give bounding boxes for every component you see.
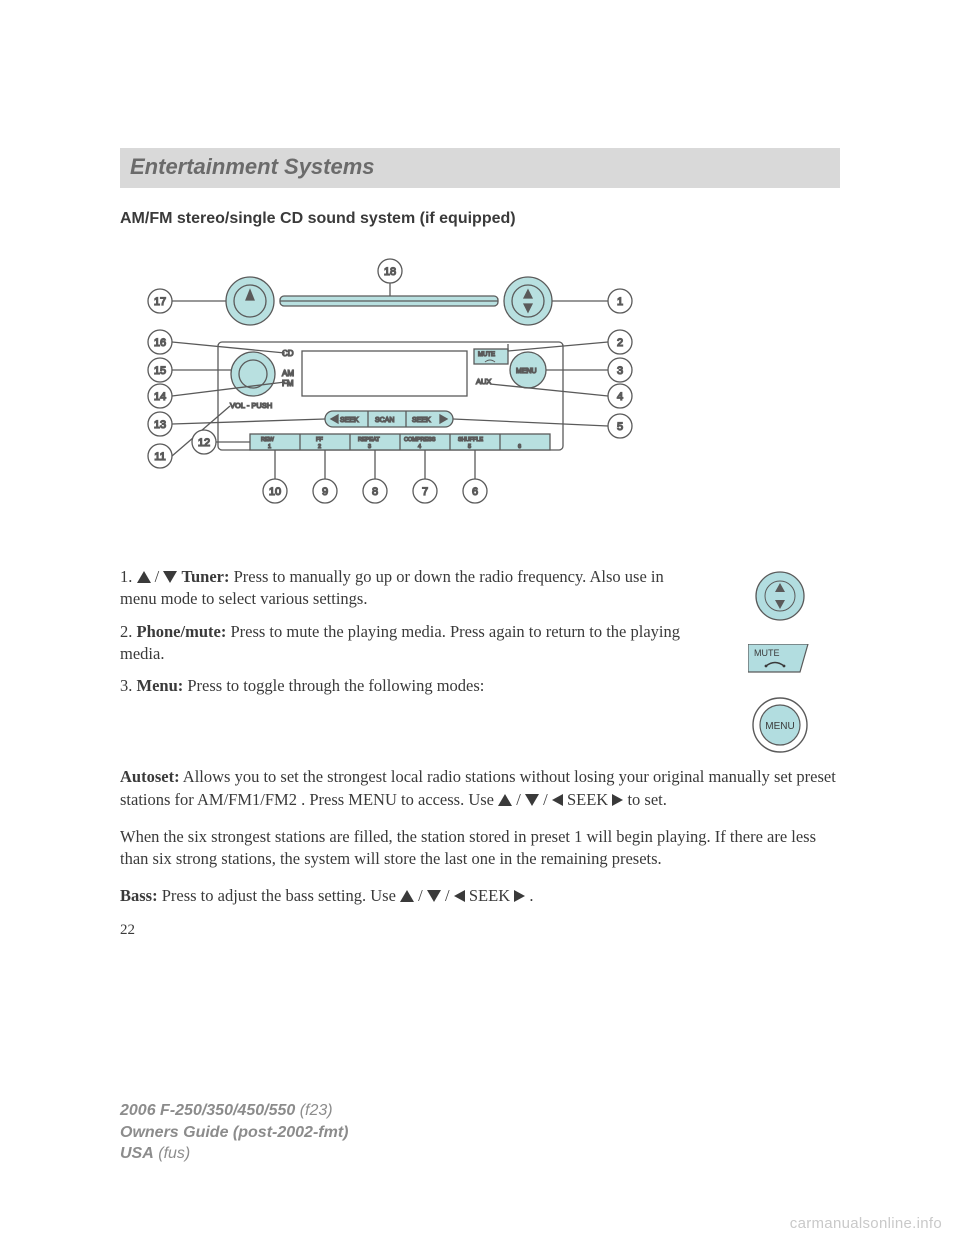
footer-model: 2006 F-250/350/450/550 <box>120 1102 295 1119</box>
svg-text:AUX: AUX <box>476 377 491 386</box>
tuner-knob-icon <box>754 570 806 622</box>
svg-text:1: 1 <box>617 296 623 308</box>
svg-text:15: 15 <box>154 365 166 377</box>
svg-text:10: 10 <box>269 486 281 498</box>
down-arrow-icon <box>427 890 441 902</box>
svg-text:MUTE: MUTE <box>754 648 780 658</box>
bass-para: Bass: Press to adjust the bass setting. … <box>120 885 840 908</box>
svg-text:4: 4 <box>418 444 421 450</box>
svg-text:6: 6 <box>518 444 521 450</box>
section-title: Entertainment Systems <box>130 154 375 179</box>
item-3-body: Press to toggle through the following mo… <box>187 676 484 695</box>
svg-text:16: 16 <box>154 337 166 349</box>
bass-lead: Bass: <box>120 886 158 905</box>
svg-text:VOL - PUSH: VOL - PUSH <box>230 401 272 410</box>
radio-diagram: CD AM FM VOL - PUSH MUTE AUX MENU SEEK S… <box>130 256 650 526</box>
svg-text:SHUFFLE: SHUFFLE <box>458 437 483 443</box>
item-2-n: 2. <box>120 622 132 641</box>
page-number: 22 <box>120 922 840 939</box>
item-3-n: 3. <box>120 676 132 695</box>
footer-region: USA <box>120 1145 154 1162</box>
svg-text:18: 18 <box>384 266 396 278</box>
footer: 2006 F-250/350/450/550 (f23) Owners Guid… <box>120 1100 348 1165</box>
down-arrow-icon <box>525 794 539 806</box>
footer-region-code: (fus) <box>158 1145 190 1162</box>
svg-text:REPEAT: REPEAT <box>358 437 380 443</box>
up-arrow-icon <box>137 571 151 583</box>
svg-text:COMPRESS: COMPRESS <box>404 437 436 443</box>
svg-text:12: 12 <box>198 437 210 449</box>
svg-text:14: 14 <box>154 391 166 403</box>
svg-text:AM: AM <box>282 369 294 378</box>
svg-text:5: 5 <box>468 444 471 450</box>
item-2: 2. Phone/mute: Press to mute the playing… <box>120 621 684 666</box>
section-header: Entertainment Systems <box>120 148 840 188</box>
subheading: AM/FM stereo/single CD sound system (if … <box>120 210 840 228</box>
watermark: carmanualsonline.info <box>790 1215 942 1232</box>
svg-text:1: 1 <box>268 444 271 450</box>
autoset-b: to set. <box>627 790 666 809</box>
svg-text:17: 17 <box>154 296 166 308</box>
svg-text:13: 13 <box>154 419 166 431</box>
right-arrow-icon <box>514 890 525 902</box>
left-arrow-icon <box>552 794 563 806</box>
svg-text:8: 8 <box>372 486 378 498</box>
autoset-lead: Autoset: <box>120 767 180 786</box>
svg-text:7: 7 <box>422 486 428 498</box>
autoset-a: Allows you to set the strongest local ra… <box>120 767 836 809</box>
bass-a: Press to adjust the bass setting. Use <box>162 886 396 905</box>
item-3: 3. Menu: Press to toggle through the fol… <box>120 675 684 697</box>
svg-text:3: 3 <box>617 365 623 377</box>
svg-text:FM: FM <box>282 379 294 388</box>
item-1-n: 1. <box>120 567 132 586</box>
svg-text:11: 11 <box>154 451 165 463</box>
autoset-para: Autoset: Allows you to set the strongest… <box>120 766 840 812</box>
svg-text:3: 3 <box>368 444 371 450</box>
svg-text:6: 6 <box>472 486 478 498</box>
svg-text:SEEK: SEEK <box>340 417 359 424</box>
radio-svg: CD AM FM VOL - PUSH MUTE AUX MENU SEEK S… <box>130 256 650 526</box>
item-1-lead: Tuner: <box>181 567 229 586</box>
svg-text:MENU: MENU <box>765 721 794 732</box>
svg-text:4: 4 <box>617 391 623 403</box>
footer-code: (f23) <box>300 1102 333 1119</box>
item-2-lead: Phone/mute: <box>137 622 227 641</box>
svg-text:MENU: MENU <box>516 368 537 375</box>
mute-button-icon: MUTE <box>748 644 812 674</box>
svg-text:5: 5 <box>617 421 623 433</box>
right-arrow-icon <box>612 794 623 806</box>
svg-text:MUTE: MUTE <box>478 352 495 358</box>
item-1: 1. / Tuner: Press to manually go up or d… <box>120 566 684 611</box>
svg-text:SEEK: SEEK <box>412 417 431 424</box>
svg-text:SCAN: SCAN <box>375 417 394 424</box>
seek-label: SEEK <box>567 790 608 809</box>
menu-button-icon: MENU <box>751 696 809 754</box>
svg-text:9: 9 <box>322 486 328 498</box>
item-3-lead: Menu: <box>137 676 184 695</box>
up-arrow-icon <box>400 890 414 902</box>
svg-text:2: 2 <box>617 337 623 349</box>
left-arrow-icon <box>454 890 465 902</box>
footer-guide: Owners Guide (post-2002-fmt) <box>120 1122 348 1144</box>
down-arrow-icon <box>163 571 177 583</box>
svg-text:2: 2 <box>318 444 321 450</box>
para-2: When the six strongest stations are fill… <box>120 826 840 872</box>
svg-text:FF: FF <box>316 437 323 443</box>
svg-text:REW: REW <box>261 437 275 443</box>
bass-b: . <box>529 886 533 905</box>
up-arrow-icon <box>498 794 512 806</box>
seek-label: SEEK <box>469 886 510 905</box>
